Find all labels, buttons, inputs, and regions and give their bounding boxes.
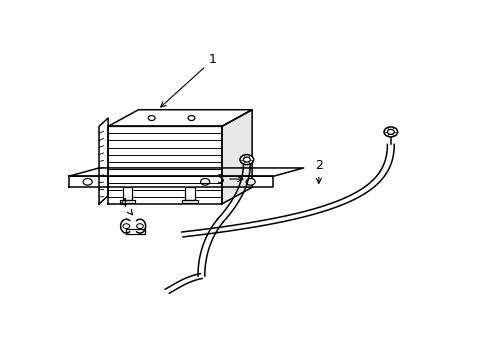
Circle shape [383,127,397,137]
Polygon shape [108,126,222,204]
Polygon shape [222,110,252,204]
Polygon shape [182,200,197,203]
Text: 1: 1 [161,53,216,107]
Circle shape [245,179,255,185]
Text: 2: 2 [314,159,322,183]
Polygon shape [108,110,252,126]
Text: 4: 4 [120,198,132,215]
Polygon shape [68,168,303,176]
Circle shape [200,179,209,185]
Circle shape [243,157,250,162]
Polygon shape [184,187,195,200]
Polygon shape [68,176,273,187]
Circle shape [386,129,393,134]
Circle shape [240,155,253,165]
Circle shape [148,116,155,121]
Polygon shape [122,187,132,200]
Circle shape [188,116,195,121]
Polygon shape [120,200,135,203]
Polygon shape [126,229,145,234]
Text: 3: 3 [216,172,243,185]
Circle shape [83,179,92,185]
Polygon shape [99,118,108,204]
